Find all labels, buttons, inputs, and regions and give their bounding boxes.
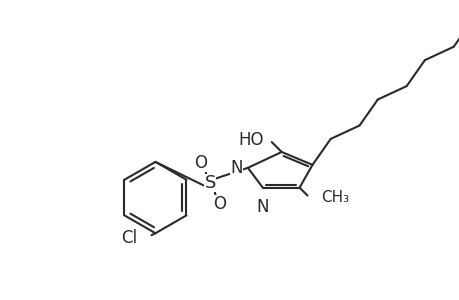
Text: O: O bbox=[193, 154, 206, 172]
Text: HO: HO bbox=[238, 131, 263, 149]
Text: CH₃: CH₃ bbox=[321, 190, 349, 205]
Text: O: O bbox=[213, 196, 226, 214]
Text: Cl: Cl bbox=[121, 229, 137, 247]
Text: N: N bbox=[256, 198, 269, 216]
Text: S: S bbox=[204, 174, 215, 192]
Text: N: N bbox=[230, 159, 242, 177]
